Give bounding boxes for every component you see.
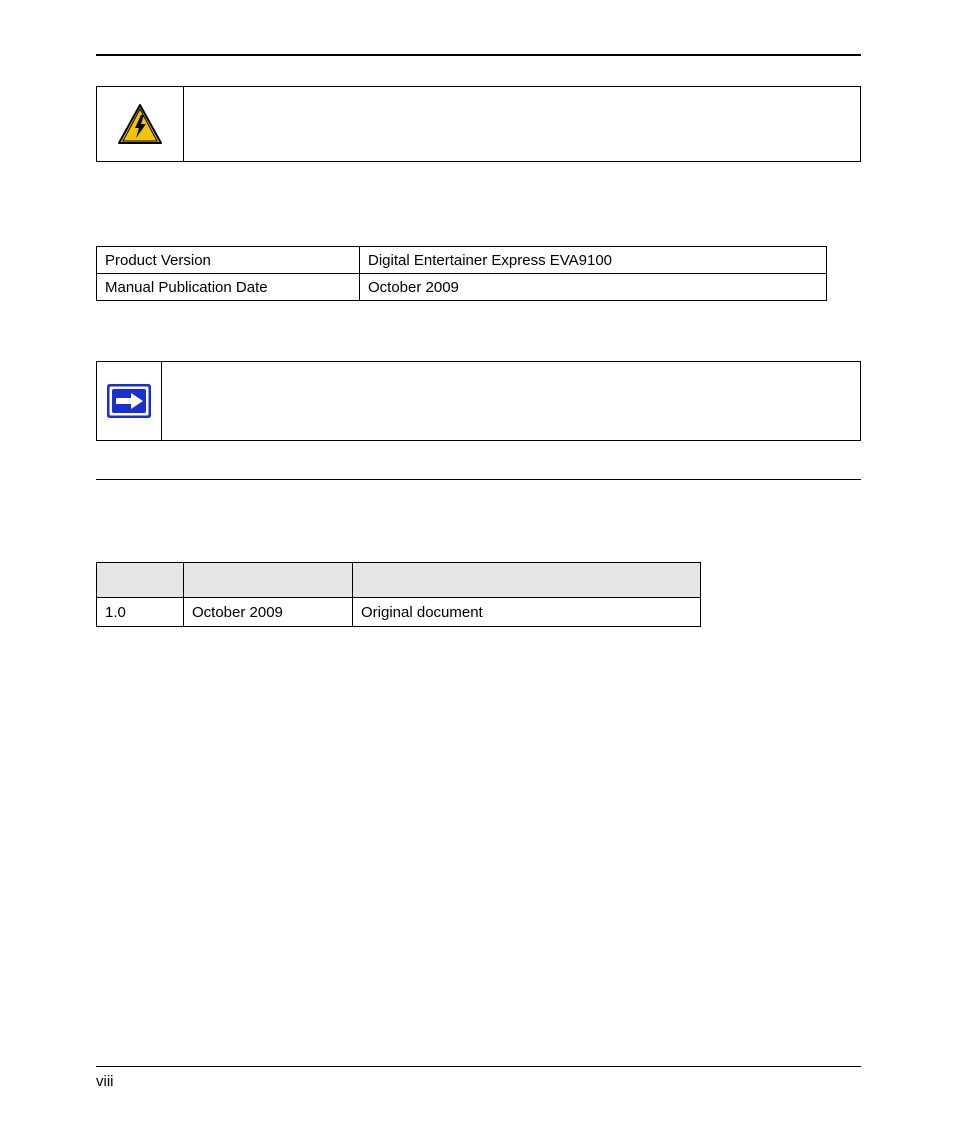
rev-date: October 2009 xyxy=(184,598,353,627)
rev-header-version xyxy=(97,563,184,598)
danger-icon-cell xyxy=(97,87,184,161)
note-callout xyxy=(96,361,861,441)
danger-electric-icon xyxy=(117,103,163,145)
page-footer: viii xyxy=(96,1066,861,1090)
product-info-table: Product Version Digital Entertainer Expr… xyxy=(96,246,827,301)
info-label: Product Version xyxy=(97,247,360,274)
section-rule xyxy=(96,479,861,480)
note-text xyxy=(162,362,860,440)
info-value: October 2009 xyxy=(360,274,827,301)
revision-history-table: 1.0 October 2009 Original document xyxy=(96,562,701,627)
table-header-row xyxy=(97,563,701,598)
danger-text xyxy=(184,87,860,161)
table-row: 1.0 October 2009 Original document xyxy=(97,598,701,627)
rev-header-date xyxy=(184,563,353,598)
info-section-heading xyxy=(96,212,861,236)
footer-rule xyxy=(96,1066,861,1067)
note-icon-cell xyxy=(97,362,162,440)
note-arrow-icon xyxy=(107,384,151,418)
info-value: Digital Entertainer Express EVA9100 xyxy=(360,247,827,274)
table-row: Manual Publication Date October 2009 xyxy=(97,274,827,301)
rev-header-description xyxy=(353,563,701,598)
rev-description: Original document xyxy=(353,598,701,627)
danger-callout xyxy=(96,86,861,162)
revision-section-heading xyxy=(96,536,861,556)
table-row: Product Version Digital Entertainer Expr… xyxy=(97,247,827,274)
page-number: viii xyxy=(96,1073,861,1090)
top-rule xyxy=(96,54,861,56)
info-label: Manual Publication Date xyxy=(97,274,360,301)
document-page: Product Version Digital Entertainer Expr… xyxy=(0,0,954,1145)
rev-version: 1.0 xyxy=(97,598,184,627)
